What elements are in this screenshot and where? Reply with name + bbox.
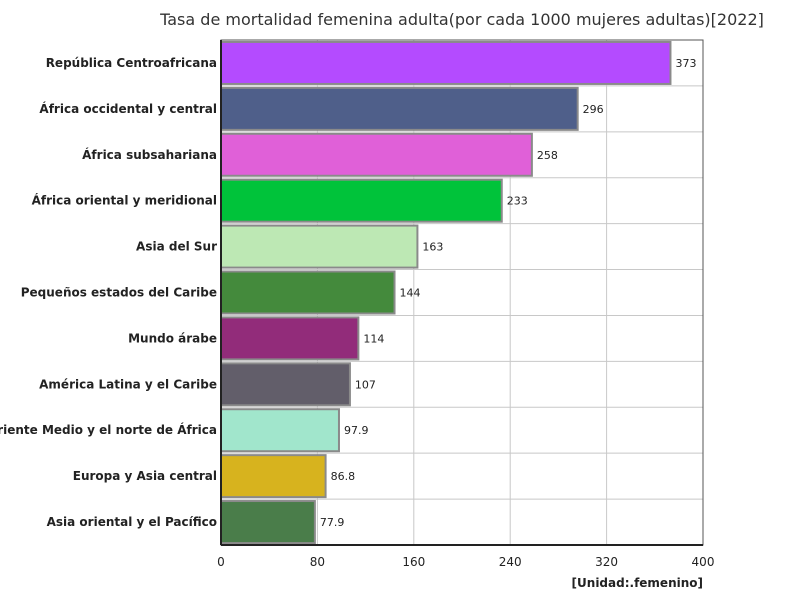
x-tick-label: 80	[310, 555, 325, 569]
value-label: 86.8	[331, 470, 356, 483]
bar	[220, 500, 316, 545]
bar	[220, 132, 533, 177]
bar	[220, 408, 340, 453]
category-label: Pequeños estados del Caribe	[21, 286, 217, 300]
bar	[220, 178, 503, 223]
value-label: 97.9	[344, 424, 369, 437]
value-label: 107	[355, 378, 376, 391]
category-label: República Centroafricana	[46, 56, 217, 70]
x-tick-label: 160	[402, 555, 425, 569]
bars	[220, 40, 672, 545]
category-label: Europa y Asia central	[73, 469, 217, 483]
value-label: 114	[363, 332, 384, 345]
x-axis-ticks: 0 80 160 240 320 400	[217, 555, 714, 569]
value-label: 373	[675, 57, 696, 70]
bar	[220, 86, 579, 131]
x-tick-label: 0	[217, 555, 225, 569]
grid-lines	[220, 40, 704, 545]
bar	[220, 362, 351, 407]
category-label: África occidental y central	[39, 101, 217, 116]
bar	[220, 316, 360, 361]
value-label: 233	[507, 195, 528, 208]
x-tick-label: 400	[692, 555, 715, 569]
plot-frame	[220, 39, 704, 546]
category-labels: República Centroafricana África occidenta…	[0, 56, 217, 529]
bar	[220, 40, 672, 85]
value-label: 144	[400, 287, 421, 300]
value-label: 77.9	[320, 516, 345, 529]
category-label: Asia del Sur	[136, 240, 217, 254]
category-label: América Latina y el Caribe	[39, 377, 217, 391]
category-label: África subsahariana	[82, 147, 217, 162]
value-label: 296	[583, 103, 604, 116]
value-label: 163	[422, 241, 443, 254]
x-tick-label: 320	[595, 555, 618, 569]
category-label: África oriental y meridional	[32, 193, 217, 208]
x-tick-label: 240	[499, 555, 522, 569]
chart-title: Tasa de mortalidad femenina adulta(por c…	[160, 10, 764, 29]
category-label: Oriente Medio y el norte de África	[0, 422, 217, 437]
category-label: Asia oriental y el Pacífico	[47, 515, 217, 529]
unit-label: [Unidad:.femenino]	[571, 576, 703, 590]
value-labels: 373 296 258 233 163 144 114 107 97.9 86.8 77.9	[320, 57, 697, 529]
category-label: Mundo árabe	[128, 331, 217, 345]
value-label: 258	[537, 149, 558, 162]
bar	[220, 224, 419, 269]
bar	[220, 454, 327, 499]
bar	[220, 270, 396, 315]
